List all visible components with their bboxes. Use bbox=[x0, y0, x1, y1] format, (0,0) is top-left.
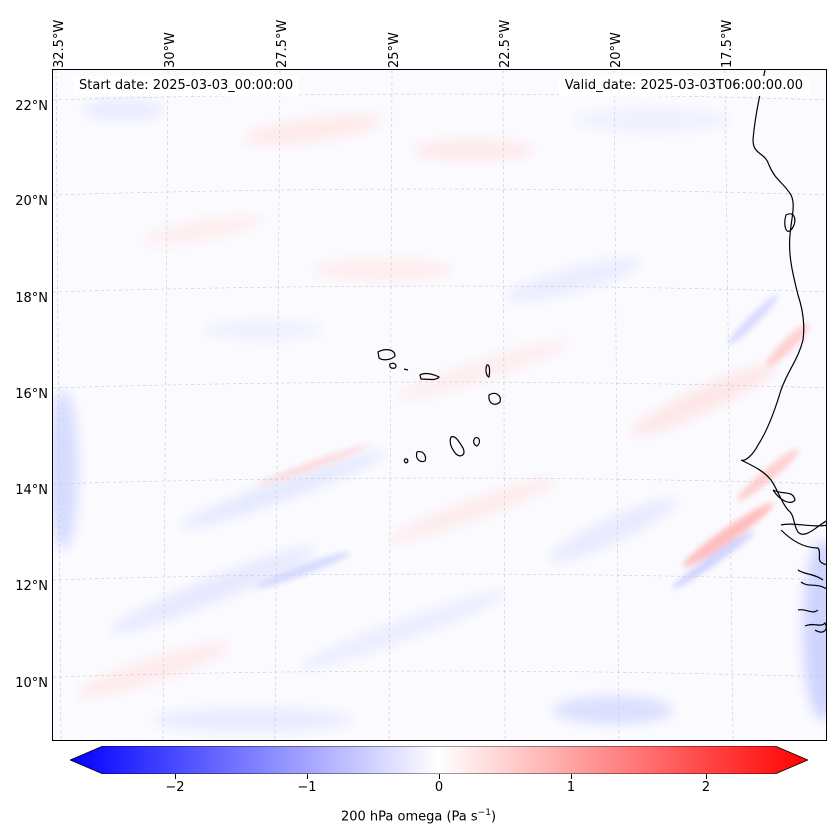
field-strong-features bbox=[255, 295, 810, 589]
island-fogo bbox=[415, 451, 427, 463]
lat-label-14n: 14°N bbox=[15, 483, 48, 498]
colorbar-label-end: ) bbox=[490, 809, 497, 825]
start-date-label: Start date: 2025-03-03_00:00:00 bbox=[73, 76, 300, 96]
lon-label-27-5w: 27.5°W bbox=[275, 19, 290, 68]
lon-label-20w: 20°W bbox=[609, 32, 624, 68]
colorbar-label-exponent: −1 bbox=[477, 808, 491, 818]
colorbar-gradient bbox=[68, 745, 810, 775]
lon-label-25w: 25°W bbox=[387, 32, 402, 68]
colorbar-tickmark bbox=[706, 774, 707, 779]
island-santiago bbox=[449, 436, 465, 457]
colorbar-tick-label: −2 bbox=[165, 780, 185, 795]
field-blobs bbox=[53, 100, 826, 732]
colorbar-label-main: 200 hPa omega (Pa s bbox=[340, 809, 478, 825]
colorbar-tick-label: 2 bbox=[701, 780, 711, 795]
colorbar-tick-label: 1 bbox=[566, 780, 576, 795]
map-panel bbox=[52, 69, 827, 741]
valid-date-label: Valid_date: 2025-03-03T06:00:00.00 bbox=[558, 76, 809, 96]
island-sal bbox=[485, 364, 491, 378]
colorbar-tickmark bbox=[307, 774, 308, 779]
lat-label-10n: 10°N bbox=[15, 676, 48, 691]
lat-label-20n: 20°N bbox=[15, 194, 48, 209]
island-sao-vicente bbox=[389, 362, 397, 369]
island-maio bbox=[473, 437, 481, 447]
lat-label-12n: 12°N bbox=[15, 579, 48, 594]
lon-label-17-5w: 17.5°W bbox=[720, 19, 735, 68]
lon-label-22-5w: 22.5°W bbox=[498, 19, 513, 68]
island-boa-vista bbox=[488, 392, 501, 405]
island-brava bbox=[403, 458, 409, 464]
colorbar-tick-label: −1 bbox=[297, 780, 317, 795]
colorbar-tickmark bbox=[571, 774, 572, 779]
island-santo-antao bbox=[377, 349, 396, 361]
colorbar-graphic bbox=[68, 745, 810, 775]
colorbar-tickmark bbox=[439, 774, 440, 779]
lon-label-32-5w: 32.5°W bbox=[52, 19, 67, 68]
island-santa-luzia bbox=[403, 368, 409, 371]
coastline-icon bbox=[377, 70, 826, 633]
omega-field-map bbox=[53, 70, 826, 740]
colorbar bbox=[68, 745, 810, 775]
gridlines bbox=[53, 70, 826, 740]
island-sao-nicolau bbox=[419, 372, 440, 381]
lat-label-16n: 16°N bbox=[15, 387, 48, 402]
colorbar-label: 200 hPa omega (Pa s−1) bbox=[0, 808, 837, 824]
colorbar-tickmark bbox=[175, 774, 176, 779]
coastline-africa bbox=[740, 70, 826, 535]
lon-label-30w: 30°W bbox=[163, 32, 178, 68]
lat-label-18n: 18°N bbox=[15, 291, 48, 306]
lat-label-22n: 22°N bbox=[15, 99, 48, 114]
colorbar-tick-label: 0 bbox=[434, 780, 444, 795]
